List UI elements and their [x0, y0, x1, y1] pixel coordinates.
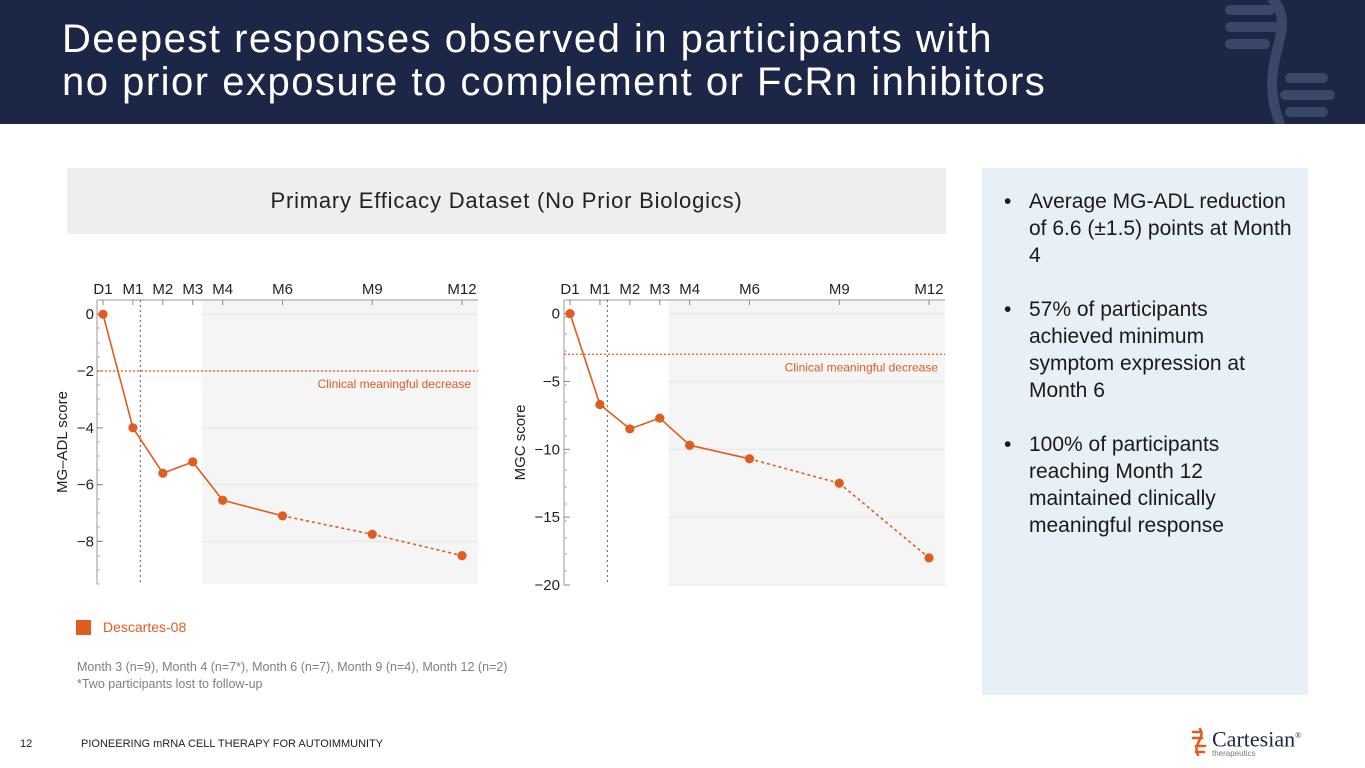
- logo-trademark: ®: [1295, 731, 1302, 740]
- series-segment-6: [838, 482, 930, 559]
- x-tick-label-2: M2: [619, 281, 640, 298]
- data-point-M2: [625, 424, 635, 434]
- data-point-D1: [98, 309, 108, 319]
- series-segment-3: [659, 417, 691, 446]
- data-point-M6: [277, 511, 288, 521]
- data-point-D1: [565, 308, 575, 319]
- y-tick-label-4: −20: [535, 577, 560, 594]
- legend-label: Descartes-08: [103, 619, 187, 635]
- footnote-lost-followup: *Two participants lost to follow-up: [77, 677, 263, 691]
- slide-title: Deepest responses observed in participan…: [62, 18, 1046, 104]
- x-tick-label-7: M12: [914, 281, 943, 298]
- data-point-M3: [655, 413, 665, 423]
- data-point-M3: [188, 457, 198, 467]
- data-point-M12: [457, 551, 467, 561]
- y-tick-label-0: 0: [552, 306, 560, 323]
- x-tick-label-2: M2: [152, 281, 173, 298]
- series-segment-2: [162, 461, 194, 474]
- footnotes: Month 3 (n=9), Month 4 (n=7*), Month 6 (…: [77, 659, 507, 693]
- header-banner: Deepest responses observed in participan…: [0, 0, 1365, 124]
- x-tick-label-0: D1: [93, 281, 112, 298]
- x-tick-label-3: M3: [649, 281, 670, 298]
- x-tick-label-1: M1: [122, 281, 143, 298]
- mgc-chart: 0 −5 −10 −15 −20 D1 M1 M2 M3 M4 M6 M9 M12 MGC score Cl…: [512, 281, 945, 594]
- data-point-M2: [158, 468, 168, 478]
- y-tick-label-4: −8: [77, 533, 94, 550]
- series-segment-2: [629, 417, 661, 430]
- footer-tagline: PIONEERING mRNA CELL THERAPY FOR AUTOIMM…: [81, 738, 384, 750]
- data-point-M9: [834, 478, 844, 488]
- series-segment-4: [222, 499, 283, 517]
- data-point-M4: [218, 495, 228, 505]
- x-tick-label-6: M9: [362, 281, 383, 298]
- data-point-M12: [924, 553, 934, 563]
- findings-list: Average MG-ADL reduction of 6.6 (±1.5) p…: [1004, 188, 1294, 566]
- threshold-label: Clinical meaningful decrease: [318, 377, 472, 391]
- finding-mg-adl: Average MG-ADL reduction of 6.6 (±1.5) p…: [1004, 188, 1294, 269]
- footnote-sample-sizes: Month 3 (n=9), Month 4 (n=7*), Month 6 (…: [77, 660, 508, 674]
- shaded-region: [668, 300, 945, 585]
- logo-subtitle: therapeutics: [1212, 749, 1256, 759]
- series-segment-1: [599, 403, 631, 430]
- finding-month-12: 100% of participants reaching Month 12 m…: [1004, 431, 1294, 539]
- y-tick-label-1: −2: [77, 363, 94, 380]
- x-tick-label-1: M1: [589, 281, 610, 298]
- cartesian-logo: Cartesian® therapeutics: [1190, 726, 1301, 758]
- y-tick-label-1: −5: [543, 373, 560, 390]
- y-tick-label-3: −6: [77, 477, 94, 494]
- threshold-label: Clinical meaningful decrease: [785, 360, 939, 374]
- mg-adl-chart: 0 −2 −4 −6 −8 D1 M1 M2 M3 M4 M6 M9 M12 MG–ADL score Cl…: [54, 281, 478, 585]
- y-axis-label: MGC score: [512, 405, 529, 481]
- x-tick-label-6: M9: [829, 281, 850, 298]
- shaded-region: [201, 300, 478, 584]
- series-segment-3: [192, 461, 224, 501]
- series-segment-1: [132, 427, 164, 474]
- x-tick-label-5: M6: [739, 281, 760, 298]
- helix-decoration-icon: [1225, 0, 1335, 124]
- y-tick-label-2: −4: [77, 420, 94, 437]
- title-line-1: Deepest responses observed in participan…: [62, 17, 993, 61]
- data-point-M9: [367, 529, 377, 539]
- y-tick-label-3: −15: [535, 509, 560, 526]
- data-point-M1: [128, 423, 138, 433]
- series-segment-0: [102, 313, 134, 429]
- page-number: 12: [20, 738, 33, 750]
- chart-legend: Descartes-08: [76, 619, 186, 635]
- finding-mse: 57% of participants achieved minimum sym…: [1004, 296, 1294, 404]
- y-tick-label-2: −10: [535, 441, 560, 458]
- data-point-M4: [685, 440, 695, 450]
- cartesian-logo-icon: [1191, 727, 1207, 757]
- series-segment-0: [569, 313, 601, 405]
- x-tick-label-5: M6: [272, 281, 293, 298]
- x-tick-label-3: M3: [182, 281, 203, 298]
- data-point-M6: [744, 454, 755, 464]
- dataset-title: Primary Efficacy Dataset (No Prior Biolo…: [270, 188, 743, 213]
- data-point-M1: [595, 399, 605, 410]
- x-tick-label-4: M4: [679, 281, 700, 298]
- title-line-2: no prior exposure to complement or FcRn …: [62, 60, 1047, 104]
- key-findings-panel: Average MG-ADL reduction of 6.6 (±1.5) p…: [982, 168, 1308, 695]
- dataset-banner: Primary Efficacy Dataset (No Prior Biolo…: [67, 168, 946, 234]
- x-tick-label-0: D1: [560, 281, 579, 298]
- logo-name: Cartesian: [1212, 726, 1296, 752]
- series-segment-4: [689, 444, 750, 460]
- legend-swatch: [76, 619, 91, 635]
- x-tick-label-7: M12: [447, 281, 476, 298]
- x-tick-label-4: M4: [212, 281, 233, 298]
- y-tick-label-0: 0: [86, 306, 94, 323]
- y-axis-label: MG–ADL score: [54, 391, 71, 493]
